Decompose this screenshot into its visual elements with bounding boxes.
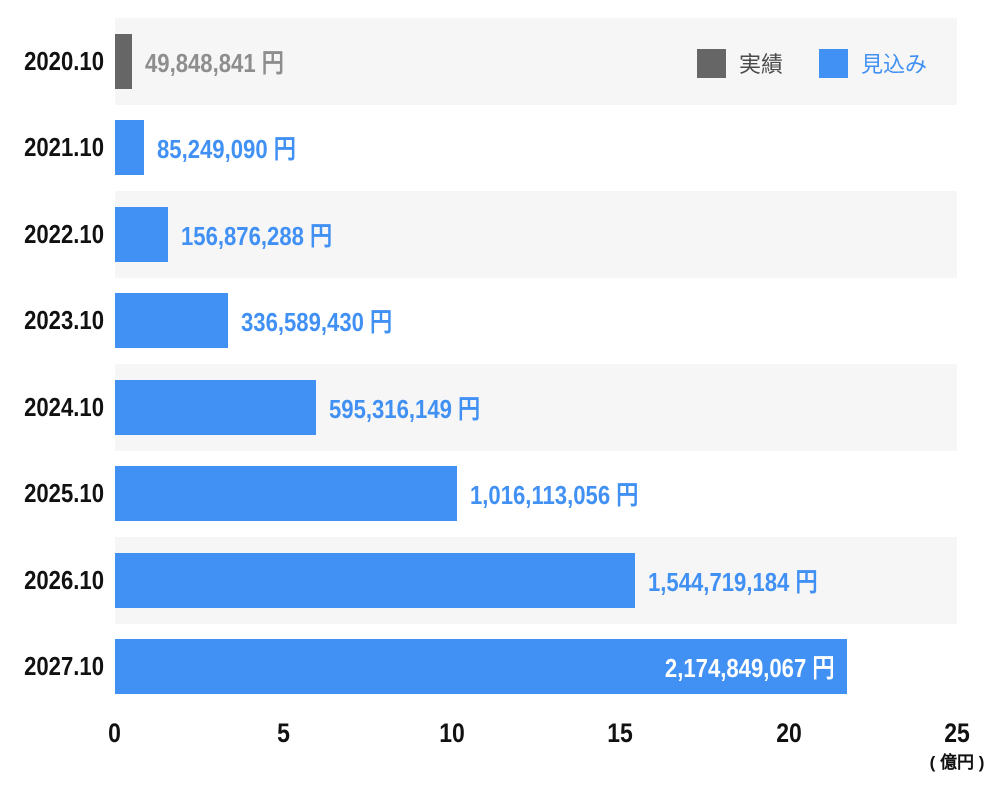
category-label-text: 2024.10 <box>24 391 104 422</box>
value-label-text: 49,848,841 円 <box>144 47 284 78</box>
value-label: 2,174,849,067 円 <box>115 624 835 711</box>
category-label: 2024.10 <box>0 364 104 451</box>
category-label-text: 2026.10 <box>24 564 104 595</box>
value-label: 1,544,719,184 円 <box>648 537 848 624</box>
category-label-text: 2020.10 <box>24 45 104 76</box>
category-label-text: 2021.10 <box>24 132 104 163</box>
x-axis: 0 5 10 15 20 25 <box>0 718 1000 752</box>
category-label: 2020.10 <box>0 18 104 105</box>
bar-forecast <box>115 206 168 262</box>
category-label: 2022.10 <box>0 191 104 278</box>
x-axis-tick-text: 0 <box>108 718 122 748</box>
category-label-text: 2027.10 <box>24 651 104 682</box>
category-label: 2025.10 <box>0 451 104 538</box>
value-label-text: 595,316,149 円 <box>328 393 480 424</box>
legend: 実績 見込み <box>697 48 927 78</box>
value-label-text: 85,249,090 円 <box>156 134 296 165</box>
value-label: 595,316,149 円 <box>329 364 507 451</box>
x-axis-tick: 0 <box>75 718 155 749</box>
x-axis-tick-text: 15 <box>607 718 633 748</box>
x-axis-tick-text: 10 <box>439 718 465 748</box>
x-axis-tick: 10 <box>412 718 492 749</box>
x-axis-tick-text: 25 <box>944 718 970 748</box>
bar-forecast <box>115 466 458 522</box>
x-axis-tick-text: 20 <box>775 718 802 748</box>
value-label: 49,848,841 円 <box>145 18 308 105</box>
value-label-text: 336,589,430 円 <box>241 307 393 338</box>
legend-item-forecast: 見込み <box>819 47 927 79</box>
legend-item-actual: 実績 <box>697 47 783 79</box>
x-axis-tick: 25 <box>917 718 997 749</box>
legend-swatch-forecast-icon <box>819 48 849 78</box>
x-axis-tick: 15 <box>580 718 660 749</box>
category-label-text: 2022.10 <box>24 218 104 249</box>
bar-forecast <box>115 552 636 608</box>
bar-forecast <box>115 293 229 349</box>
category-label-text: 2023.10 <box>24 305 104 336</box>
value-label-text: 2,174,849,067 円 <box>664 653 835 684</box>
category-label-text: 2025.10 <box>24 478 104 509</box>
bar-forecast <box>115 639 848 695</box>
category-label: 2026.10 <box>0 537 104 624</box>
legend-label-forecast: 見込み <box>861 52 928 77</box>
bar-actual <box>115 33 132 89</box>
value-label: 85,249,090 円 <box>157 105 320 192</box>
bar-forecast <box>115 379 316 435</box>
x-axis-unit-label: ( 億円 ) <box>929 753 985 772</box>
row-stripe <box>115 191 957 278</box>
category-label: 2021.10 <box>0 105 104 192</box>
value-label-text: 156,876,288 円 <box>180 220 332 251</box>
bar-forecast <box>115 120 144 176</box>
value-label: 156,876,288 円 <box>181 191 359 278</box>
x-axis-tick: 5 <box>243 718 323 749</box>
category-label: 2027.10 <box>0 624 104 711</box>
value-label-text: 1,544,719,184 円 <box>648 566 818 597</box>
row-stripe <box>115 18 957 105</box>
legend-swatch-actual-icon <box>697 48 726 78</box>
x-axis-tick: 20 <box>749 718 829 749</box>
category-label: 2023.10 <box>0 278 104 365</box>
legend-label-actual: 実績 <box>739 52 784 77</box>
x-axis-tick-text: 5 <box>277 718 290 748</box>
value-label-text: 1,016,113,056 円 <box>470 480 639 511</box>
value-label: 336,589,430 円 <box>241 278 419 365</box>
value-label: 1,016,113,056 円 <box>470 451 668 538</box>
